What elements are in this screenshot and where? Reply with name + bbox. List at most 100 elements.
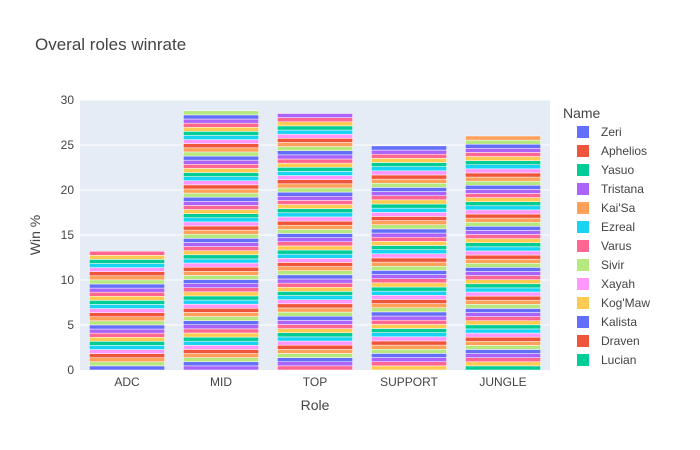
bar-segment — [465, 172, 541, 178]
bar-segment — [277, 320, 353, 325]
bar-segment — [371, 307, 447, 313]
bar-segment — [371, 220, 447, 226]
bar-segment — [89, 296, 165, 301]
bar-segment — [277, 179, 353, 185]
legend-swatch — [577, 126, 589, 138]
bar-segment — [89, 304, 165, 309]
bar-segment — [371, 365, 447, 371]
bar-segment — [183, 238, 259, 243]
stacked-bars — [89, 110, 541, 371]
bar-segment — [277, 146, 353, 151]
bar-segment — [277, 121, 353, 127]
bar-segment — [465, 336, 541, 342]
bar-segment — [371, 178, 447, 184]
bar-segment — [89, 357, 165, 363]
bar-segment — [371, 199, 447, 205]
bar-segment — [277, 208, 353, 214]
bar-segment — [89, 365, 165, 371]
legend-entry[interactable]: Draven — [601, 334, 640, 348]
bar-segment — [371, 232, 447, 238]
bar-segment — [371, 295, 447, 300]
bar-segment — [371, 303, 447, 309]
legend-entry[interactable]: Aphelios — [601, 144, 647, 158]
x-tick-label: JUNGLE — [479, 375, 526, 389]
bar-segment — [277, 278, 353, 284]
bar-segment — [371, 344, 447, 350]
x-tick-label: SUPPORT — [380, 375, 438, 389]
bar-segment — [465, 201, 541, 207]
bar-stack-adc — [89, 250, 165, 371]
bar-segment — [465, 164, 541, 170]
bar-segment — [465, 312, 541, 317]
bar-segment — [277, 216, 353, 222]
bar-segment — [465, 328, 541, 334]
bar-segment — [371, 361, 447, 367]
bar-segment — [89, 250, 165, 256]
legend-entry[interactable]: Ezreal — [601, 220, 635, 234]
bar-segment — [371, 336, 447, 342]
bar-segment — [183, 151, 259, 157]
legend-entry[interactable]: Kalista — [601, 315, 637, 329]
bar-segment — [183, 361, 259, 367]
bar-stack-top — [277, 113, 353, 371]
bar-segment — [465, 308, 541, 313]
bar-segment — [183, 349, 259, 354]
bar-segment — [277, 311, 353, 317]
bar-segment — [465, 213, 541, 219]
legend-swatch — [577, 202, 589, 214]
bar-segment — [371, 241, 447, 246]
bar-segment — [183, 308, 259, 313]
legend-entry[interactable]: Varus — [601, 239, 631, 253]
bar-segment — [183, 279, 259, 284]
bar-segment — [89, 271, 165, 277]
bar-segment — [183, 184, 259, 190]
bar-segment — [371, 278, 447, 284]
bar-segment — [371, 257, 447, 263]
bar-segment — [183, 332, 259, 338]
bar-segment — [277, 303, 353, 309]
bar-segment — [465, 320, 541, 326]
legend-entry[interactable]: Xayah — [601, 277, 635, 291]
bar-segment — [465, 193, 541, 198]
bar-segment — [371, 319, 447, 325]
bar-segment — [277, 274, 353, 280]
bar-segment — [465, 143, 541, 149]
bar-segment — [371, 245, 447, 250]
legend-entry[interactable]: Yasuo — [601, 163, 634, 177]
bar-segment — [371, 315, 447, 321]
legend-entry[interactable]: Kog'Maw — [601, 296, 650, 310]
bar-segment — [89, 255, 165, 260]
bar-segment — [371, 158, 447, 163]
bar-segment — [277, 237, 353, 242]
bar-segment — [183, 139, 259, 144]
bar-segment — [277, 183, 353, 189]
bar-segment — [277, 365, 353, 371]
bar-segment — [277, 332, 353, 338]
bar-segment — [277, 154, 353, 160]
bar-segment — [465, 283, 541, 289]
bar-segment — [465, 291, 541, 297]
x-tick-labels: ADC MID TOP SUPPORT JUNGLE — [114, 375, 526, 389]
bar-segment — [371, 149, 447, 155]
bar-segment — [371, 249, 447, 255]
bar-segment — [277, 150, 353, 156]
legend-entry[interactable]: Kai'Sa — [601, 201, 636, 215]
legend-entry[interactable]: Sivir — [601, 258, 624, 272]
bar-segment — [277, 253, 353, 259]
bar-segment — [183, 266, 259, 272]
bar-segment — [183, 271, 259, 276]
bar-segment — [89, 287, 165, 293]
legend-entry[interactable]: Tristana — [601, 182, 644, 196]
legend: Name Zeri Aphelios Yasuo Tristana Kai'Sa Ezre… — [563, 105, 650, 367]
legend-entry[interactable]: Zeri — [601, 125, 622, 139]
bar-segment — [183, 180, 259, 186]
bar-segment — [89, 324, 165, 330]
bar-segment — [277, 204, 353, 209]
y-tick-label: 25 — [61, 138, 75, 152]
legend-swatch — [577, 145, 589, 157]
y-tick-label: 30 — [61, 93, 75, 107]
bar-segment — [183, 159, 259, 165]
legend-entry[interactable]: Lucian — [601, 353, 636, 367]
bar-segment — [277, 299, 353, 305]
